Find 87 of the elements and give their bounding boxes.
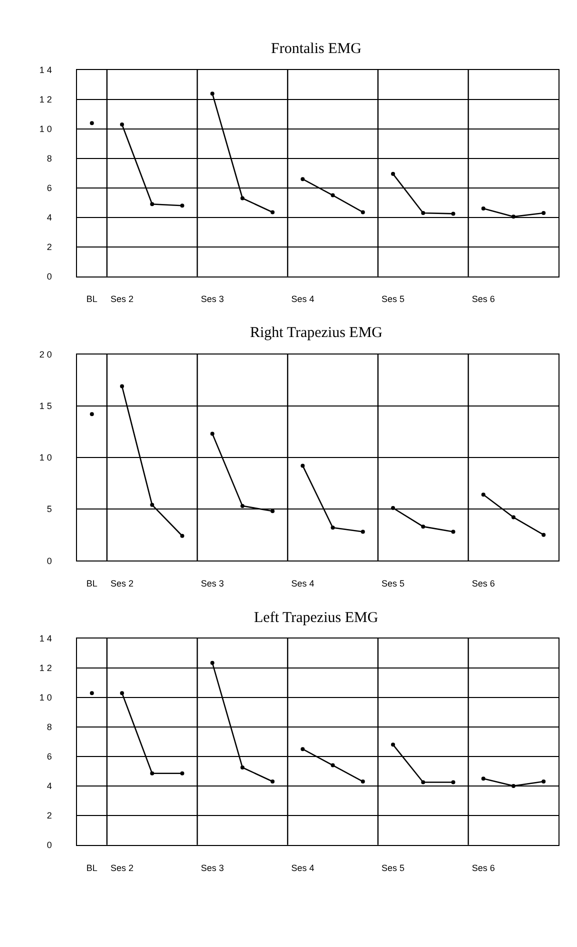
point (511, 784, 516, 788)
y-tick-label: 2 (46, 810, 52, 821)
point (421, 780, 426, 784)
point (391, 506, 396, 510)
point (451, 212, 456, 216)
x-tick-label: Ses 2 (110, 862, 134, 873)
y-tick-label: 2 (46, 242, 52, 252)
point (210, 660, 214, 665)
point (360, 530, 365, 534)
point (542, 780, 546, 784)
y-tick-label: 4 (46, 212, 52, 223)
y-tick-label: 8 (46, 722, 52, 732)
y-tick-label: 8 (46, 154, 52, 164)
chart-title: Right Trapezius EMG (250, 325, 383, 341)
x-tick-label: Ses 4 (291, 862, 314, 873)
chart-title: Left Trapezius EMG (254, 610, 378, 626)
point (421, 210, 426, 215)
y-tick-label: 5 (46, 504, 52, 514)
point (270, 509, 275, 514)
point (180, 204, 184, 208)
x-tick-label: Ses 5 (382, 578, 405, 589)
point (481, 206, 486, 211)
x-tick-label: Ses 3 (200, 294, 224, 304)
point (542, 210, 546, 215)
point (511, 515, 516, 520)
chart-title: Frontalis EMG (271, 41, 362, 57)
x-tick-label: Ses 6 (472, 294, 495, 304)
point (240, 504, 244, 508)
x-tick-label: BL (86, 862, 98, 873)
point (300, 747, 305, 752)
x-tick-label: Ses 6 (472, 862, 495, 873)
point (150, 771, 154, 776)
x-tick-label: BL (86, 294, 98, 304)
y-tick-label: 1 4 (39, 634, 52, 644)
point (481, 492, 486, 497)
x-tick-label: Ses 4 (291, 294, 314, 304)
point (210, 92, 214, 96)
point (330, 763, 335, 768)
y-tick-label: 0 (46, 840, 52, 850)
point (210, 432, 214, 436)
x-tick-label: Ses 5 (382, 294, 405, 304)
x-tick-label: Ses 2 (110, 578, 134, 589)
point (300, 177, 305, 182)
point (270, 210, 275, 214)
y-tick-label: 1 0 (39, 692, 52, 703)
x-tick-label: Ses 5 (382, 862, 405, 873)
y-tick-label: 6 (46, 752, 52, 762)
y-tick-label: 1 0 (39, 452, 52, 463)
y-tick-label: 1 2 (39, 663, 52, 674)
point (120, 384, 124, 388)
y-tick-label: 1 5 (39, 401, 52, 412)
y-tick-label: 1 4 (39, 65, 52, 76)
point (270, 780, 275, 784)
x-tick-label: BL (86, 578, 98, 589)
y-tick-label: 0 (46, 556, 52, 566)
y-tick-label: 4 (46, 781, 52, 792)
x-tick-label: Ses 6 (472, 578, 495, 589)
point (391, 172, 396, 176)
point (360, 210, 365, 214)
y-tick-label: 1 0 (39, 124, 52, 134)
point (360, 780, 365, 784)
point (511, 214, 516, 219)
y-tick-label: 0 (46, 272, 52, 282)
point (481, 776, 486, 781)
point (451, 530, 456, 534)
point (542, 532, 546, 537)
point (300, 464, 305, 468)
point (451, 780, 456, 784)
y-tick-label: 6 (46, 183, 52, 194)
y-tick-label: 1 2 (39, 94, 52, 105)
point (391, 742, 396, 747)
point (421, 524, 426, 529)
x-tick-label: Ses 2 (110, 294, 134, 304)
point (150, 502, 154, 507)
point (120, 691, 124, 696)
point (180, 771, 184, 776)
point (180, 534, 184, 538)
x-tick-label: Ses 4 (291, 578, 314, 589)
point (330, 193, 335, 198)
point (240, 766, 244, 770)
point (330, 526, 335, 530)
point (240, 196, 244, 200)
y-tick-label: 2 0 (39, 349, 52, 360)
point (120, 122, 124, 127)
x-tick-label: Ses 3 (200, 862, 224, 873)
x-tick-label: Ses 3 (200, 578, 224, 589)
point (150, 202, 154, 206)
